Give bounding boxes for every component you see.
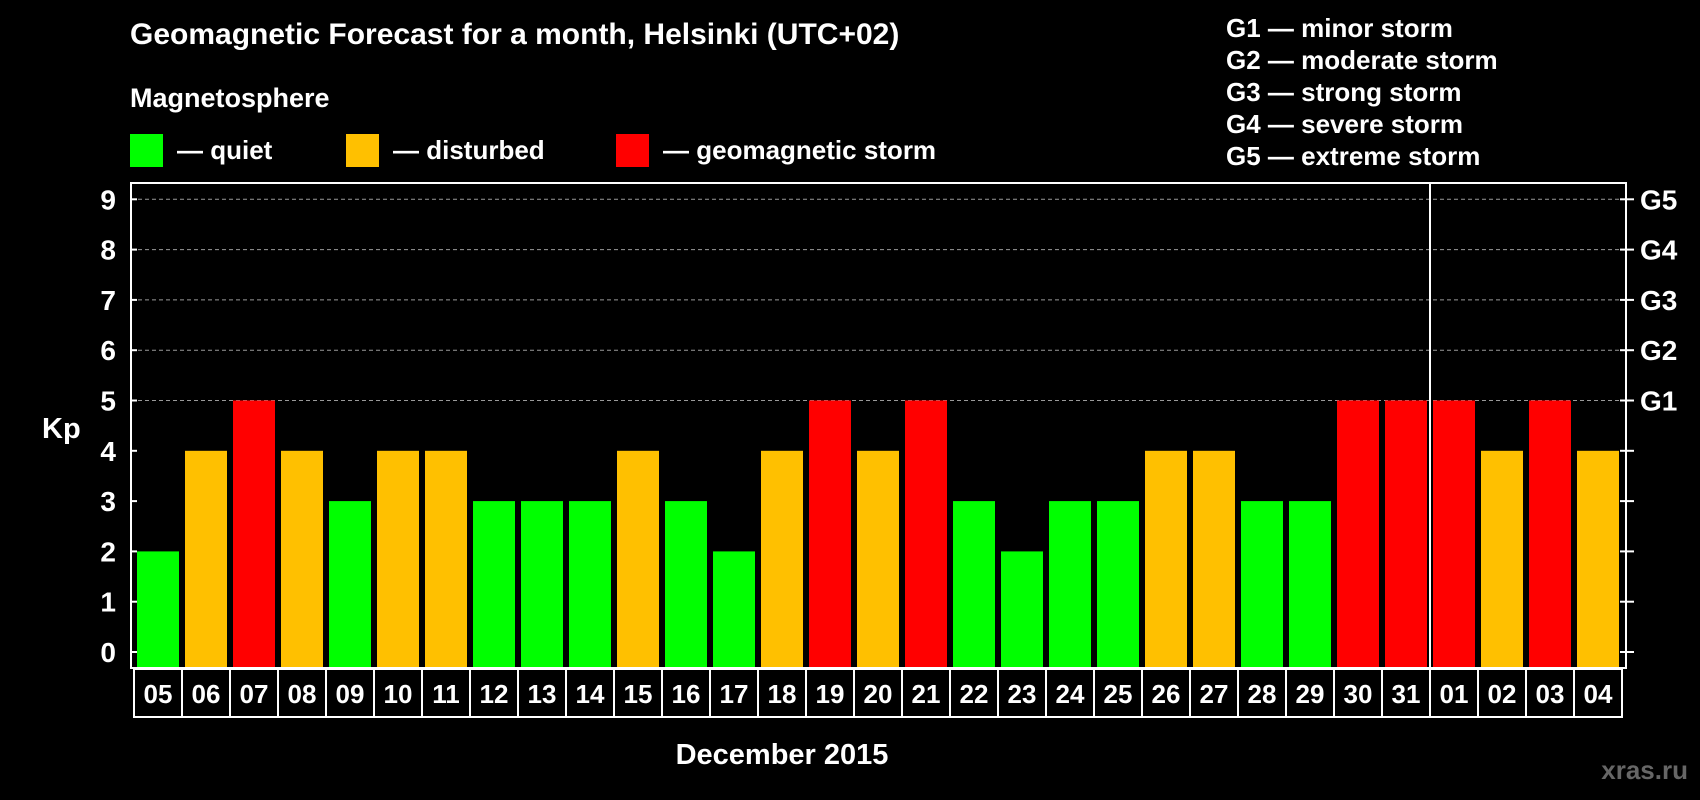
bar	[521, 501, 563, 667]
legend-disturbed: — disturbed	[346, 133, 545, 167]
x-tick-label: 02	[1488, 679, 1517, 709]
bar	[713, 551, 755, 667]
legend-storm: — geomagnetic storm	[616, 133, 936, 167]
x-tick-label: 29	[1296, 679, 1325, 709]
x-tick-label: 21	[912, 679, 941, 709]
x-tick-label: 05	[144, 679, 173, 709]
bar	[233, 400, 275, 667]
x-tick-label: 27	[1200, 679, 1229, 709]
chart-title: Geomagnetic Forecast for a month, Helsin…	[130, 18, 900, 51]
bar	[1385, 400, 1427, 667]
x-tick-label: 22	[960, 679, 989, 709]
bar	[1193, 450, 1235, 667]
legend-swatch-storm	[616, 133, 649, 167]
x-tick-label: 13	[528, 679, 557, 709]
x-tick-label: 11	[432, 679, 460, 709]
x-tick-label: 26	[1152, 679, 1181, 709]
bar	[617, 450, 659, 667]
storm-level-label: G4	[1640, 235, 1678, 266]
bar	[761, 450, 803, 667]
watermark: xras.ru	[1601, 755, 1688, 785]
bar	[185, 450, 227, 667]
bar	[1577, 450, 1619, 667]
bar	[425, 450, 467, 667]
bar	[1049, 501, 1091, 667]
bar	[857, 450, 899, 667]
x-tick-label: 04	[1584, 679, 1613, 709]
x-tick-label: 14	[576, 679, 605, 709]
storm-scale-g5: G5 — extreme storm	[1226, 141, 1481, 171]
bar	[953, 501, 995, 667]
x-tick-label: 23	[1008, 679, 1037, 709]
bar	[569, 501, 611, 667]
y-tick-label: 5	[100, 386, 116, 417]
bar	[905, 400, 947, 667]
x-tick-label: 07	[240, 679, 269, 709]
bar	[1097, 501, 1139, 667]
x-tick-label: 06	[192, 679, 221, 709]
x-tick-label: 28	[1248, 679, 1277, 709]
storm-scale-g4: G4 — severe storm	[1226, 109, 1464, 139]
storm-scale-g3: G3 — strong storm	[1226, 77, 1462, 107]
y-tick-label: 1	[100, 587, 116, 618]
storm-level-label: G5	[1640, 184, 1677, 215]
x-tick-label: 24	[1056, 679, 1085, 709]
legend-label-disturbed: — disturbed	[393, 134, 545, 165]
legend-swatch-quiet	[130, 133, 163, 167]
bar	[137, 551, 179, 667]
y-tick-label: 0	[100, 637, 116, 668]
y-tick-label: 8	[100, 235, 116, 266]
storm-scale-legend: G1 — minor storm G2 — moderate storm G3 …	[1226, 12, 1498, 172]
legend-label-quiet: — quiet	[177, 134, 273, 165]
x-tick-label: 12	[480, 679, 509, 709]
storm-level-label: G1	[1640, 386, 1677, 417]
legend-label-storm: — geomagnetic storm	[663, 134, 937, 165]
bar	[1529, 400, 1571, 667]
storm-scale-g2: G2 — moderate storm	[1226, 45, 1498, 75]
bar	[1433, 400, 1475, 667]
section-label: Magnetosphere	[130, 83, 330, 113]
bar	[329, 501, 371, 667]
y-tick-label: 6	[100, 335, 116, 366]
y-tick-label: 7	[100, 285, 116, 316]
x-tick-label: 31	[1392, 679, 1421, 709]
legend-quiet: — quiet	[130, 133, 272, 167]
x-tick-label: 30	[1344, 679, 1373, 709]
x-tick-label: 15	[624, 679, 653, 709]
bar	[1289, 501, 1331, 667]
x-axis-label: December 2015	[676, 739, 889, 771]
storm-scale-g1: G1 — minor storm	[1226, 13, 1453, 43]
bar	[665, 501, 707, 667]
x-tick-label: 09	[336, 679, 365, 709]
x-tick-label: 25	[1104, 679, 1133, 709]
storm-level-label: G3	[1640, 285, 1677, 316]
bar	[377, 450, 419, 667]
y-axis-label: Kp	[42, 413, 81, 445]
x-tick-label: 03	[1536, 679, 1565, 709]
x-tick-label: 01	[1440, 679, 1469, 709]
storm-level-label: G2	[1640, 335, 1677, 366]
bar	[1241, 501, 1283, 667]
x-tick-label: 17	[720, 679, 749, 709]
y-tick-label: 3	[100, 486, 116, 517]
bar	[1481, 450, 1523, 667]
x-tick-label: 08	[288, 679, 317, 709]
bar	[281, 450, 323, 667]
y-tick-label: 2	[100, 536, 116, 567]
y-tick-label: 9	[100, 184, 116, 215]
y-tick-label: 4	[100, 436, 116, 467]
x-tick-label: 16	[672, 679, 701, 709]
legend-swatch-disturbed	[346, 133, 379, 167]
x-tick-label: 20	[864, 679, 893, 709]
bar	[809, 400, 851, 667]
bar	[1337, 400, 1379, 667]
bar	[473, 501, 515, 667]
x-label-box	[133, 668, 1623, 718]
x-tick-label: 19	[816, 679, 845, 709]
x-tick-label: 18	[768, 679, 797, 709]
x-tick-label: 10	[384, 679, 413, 709]
bar	[1001, 551, 1043, 667]
bar	[1145, 450, 1187, 667]
